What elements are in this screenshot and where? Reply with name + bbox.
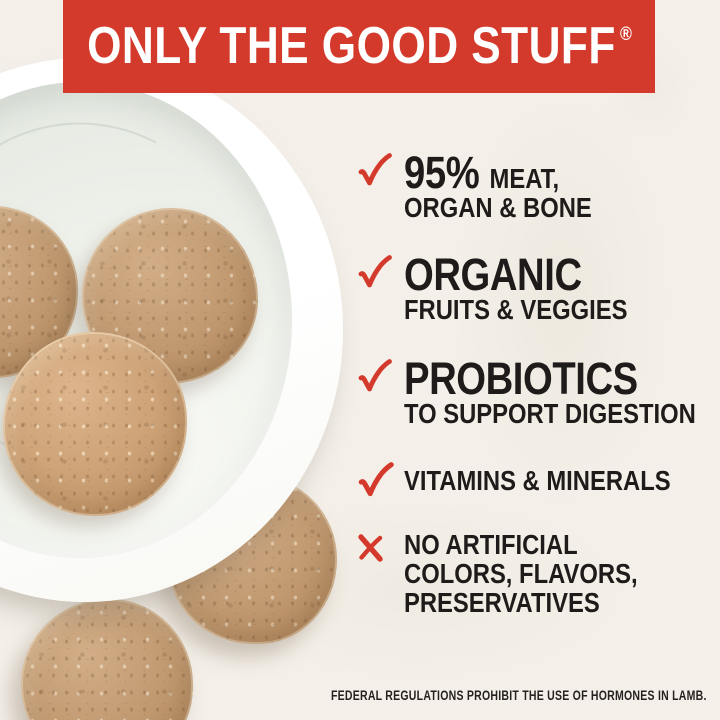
registered-trademark-icon: ® (619, 24, 632, 45)
benefit-line: COLORS, FLAVORS, (404, 558, 638, 589)
banner-text-row: ONLY THE GOOD STUFF ® (87, 0, 632, 93)
benefit-text: NO ARTIFICIAL COLORS, FLAVORS, PRESERVAT… (404, 530, 679, 617)
benefit-text: 95% MEAT, ORGAN & BONE (404, 150, 625, 223)
benefit-lead-suffix: MEAT, (489, 163, 560, 194)
regulatory-footnote: FEDERAL REGULATIONS PROHIBIT THE USE OF … (331, 688, 707, 703)
check-icon (357, 252, 397, 297)
benefit-lead: ORGANIC (404, 249, 582, 300)
cross-icon (357, 530, 397, 569)
benefit-lead: PROBIOTICS (404, 353, 638, 404)
benefit-item-organic: ORGANIC FRUITS & VEGGIES (357, 252, 667, 324)
treat-patty (3, 332, 187, 516)
benefit-text: ORGANIC FRUITS & VEGGIES (404, 249, 667, 325)
benefit-item-probiotics: PROBIOTICS TO SUPPORT DIGESTION (357, 356, 720, 428)
benefit-line: PRESERVATIVES (404, 587, 600, 618)
check-icon (357, 356, 397, 401)
benefit-line: NO ARTIFICIAL (404, 529, 578, 560)
benefit-subline: TO SUPPORT DIGESTION (404, 398, 696, 429)
benefit-lead: 95% (404, 147, 480, 198)
benefit-subline: ORGAN & BONE (404, 192, 592, 223)
benefit-item-vitamins: VITAMINS & MINERALS (357, 462, 718, 506)
benefit-lead-row: 95% MEAT, (404, 150, 592, 196)
benefit-lead: VITAMINS & MINERALS (404, 465, 671, 496)
check-icon (357, 150, 397, 195)
check-icon (357, 461, 397, 506)
benefit-text: VITAMINS & MINERALS (404, 466, 718, 495)
treat-patty (21, 599, 193, 720)
benefit-item-no-artificial: NO ARTIFICIAL COLORS, FLAVORS, PRESERVAT… (357, 530, 679, 617)
benefit-item-meat: 95% MEAT, ORGAN & BONE (357, 150, 625, 222)
brand-banner: ONLY THE GOOD STUFF ® (63, 0, 655, 93)
benefit-subline: FRUITS & VEGGIES (404, 294, 628, 325)
benefit-text: PROBIOTICS TO SUPPORT DIGESTION (404, 353, 720, 429)
banner-title: ONLY THE GOOD STUFF (86, 17, 616, 75)
